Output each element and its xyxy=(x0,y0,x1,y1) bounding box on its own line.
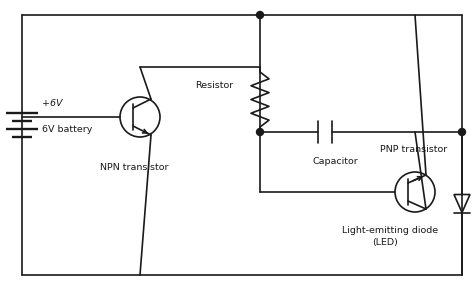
Text: NPN transistor: NPN transistor xyxy=(100,162,168,172)
Text: +6V: +6V xyxy=(42,98,63,108)
Text: Light-emitting diode: Light-emitting diode xyxy=(342,226,438,235)
Text: PNP transistor: PNP transistor xyxy=(380,144,447,154)
Circle shape xyxy=(256,11,264,18)
Text: Resistor: Resistor xyxy=(195,80,233,90)
Text: (LED): (LED) xyxy=(372,238,398,247)
Text: 6V battery: 6V battery xyxy=(42,125,92,135)
Circle shape xyxy=(458,129,465,135)
Circle shape xyxy=(256,129,264,135)
Text: Capacitor: Capacitor xyxy=(313,158,359,166)
